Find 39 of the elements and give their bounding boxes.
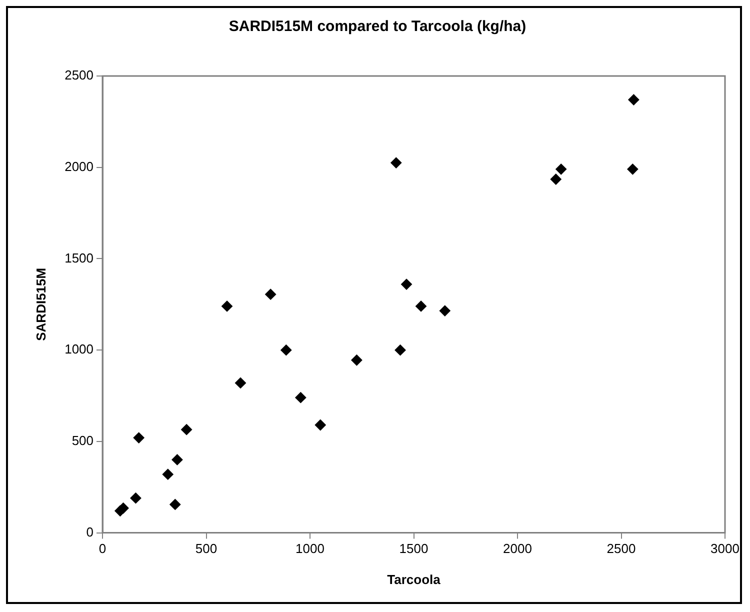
point bbox=[439, 305, 450, 316]
point bbox=[162, 468, 174, 480]
point bbox=[351, 354, 362, 366]
x-tick-label: 2500 bbox=[606, 541, 636, 556]
x-tick-label: 2000 bbox=[503, 541, 532, 556]
x-axis-title: Tarcoola bbox=[387, 572, 442, 587]
x-tick-label: 500 bbox=[195, 541, 218, 556]
point bbox=[556, 164, 567, 175]
point bbox=[550, 174, 562, 185]
x-tick-label: 0 bbox=[98, 541, 106, 556]
point bbox=[130, 492, 142, 504]
point bbox=[627, 164, 638, 175]
y-axis-title: SARDI515M bbox=[33, 268, 48, 341]
point bbox=[401, 278, 412, 290]
point bbox=[390, 157, 402, 168]
point bbox=[314, 419, 326, 430]
x-tick-label: 3000 bbox=[710, 541, 740, 556]
point bbox=[181, 424, 192, 436]
point bbox=[416, 300, 427, 312]
point bbox=[235, 377, 246, 388]
x-tick-label: 1500 bbox=[399, 541, 428, 556]
point bbox=[172, 454, 183, 466]
y-tick-label: 0 bbox=[86, 524, 94, 540]
point bbox=[170, 498, 181, 510]
chart-title: SARDI515M compared to Tarcoola (kg/ha) bbox=[228, 18, 526, 36]
point bbox=[118, 502, 129, 514]
y-tick-label: 2000 bbox=[64, 158, 94, 174]
y-tick-label: 2500 bbox=[64, 68, 94, 83]
point bbox=[628, 94, 640, 106]
point bbox=[280, 344, 292, 356]
point bbox=[295, 392, 306, 404]
point bbox=[394, 344, 406, 356]
point bbox=[222, 300, 233, 312]
y-tick-label: 1000 bbox=[64, 342, 94, 357]
point bbox=[265, 288, 276, 300]
x-tick-label: 1000 bbox=[296, 541, 324, 556]
y-tick-label: 500 bbox=[72, 433, 94, 448]
point bbox=[133, 432, 144, 444]
y-tick-label: 1500 bbox=[64, 250, 94, 266]
